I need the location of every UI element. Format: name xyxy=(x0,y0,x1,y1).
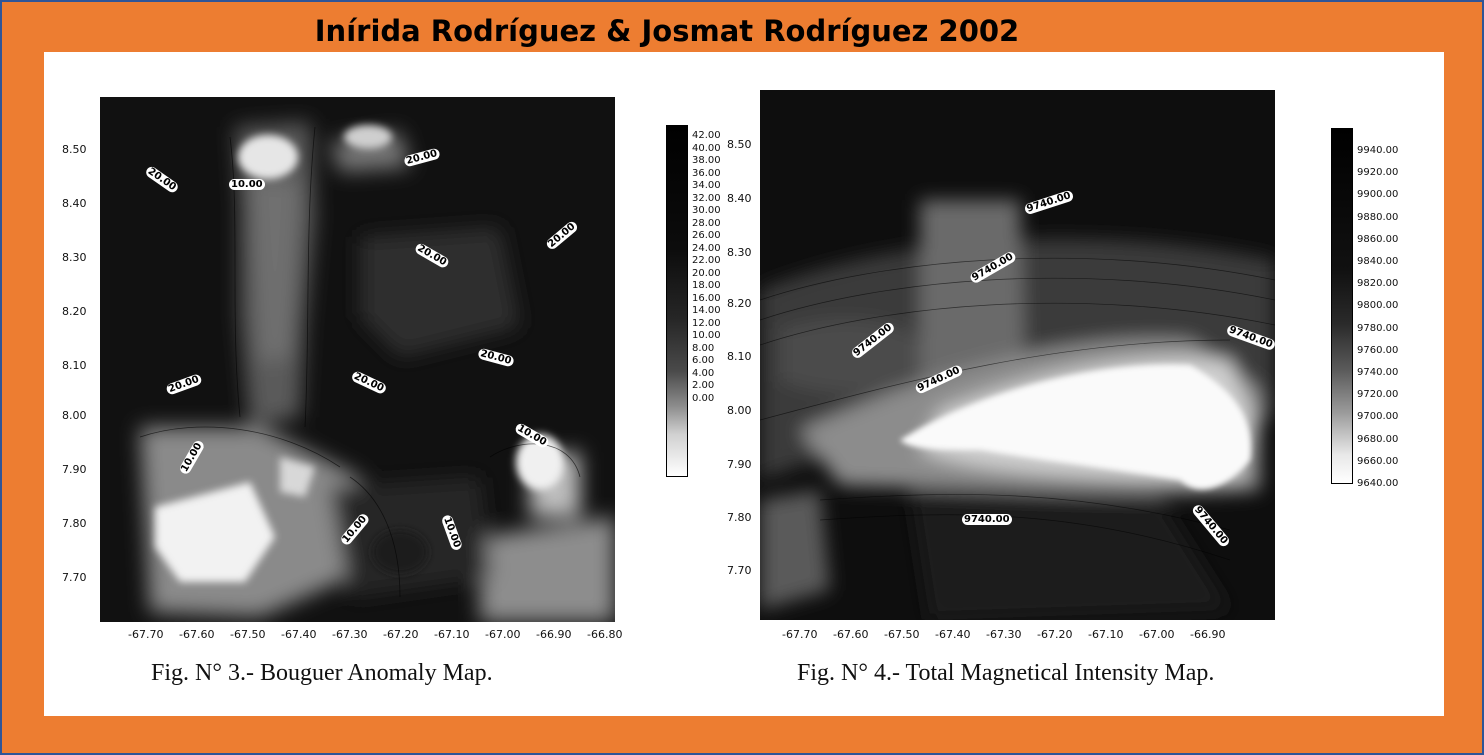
colorbar-label: 9920.00 xyxy=(1357,167,1399,179)
y-tick: 7.70 xyxy=(727,564,752,577)
figure-3: 20.00 10.00 20.00 20.00 20.00 20.00 20.0… xyxy=(44,52,721,716)
magnetic-colorbar-labels: 9940.00 9920.00 9900.00 9880.00 9860.00 … xyxy=(1357,140,1427,489)
x-tick: -66.90 xyxy=(1190,628,1226,641)
x-tick: -67.10 xyxy=(1088,628,1124,641)
colorbar-label: 6.00 xyxy=(692,355,715,366)
colorbar-label: 9900.00 xyxy=(1357,189,1399,201)
bouguer-anomaly-map xyxy=(100,97,615,622)
colorbar-label: 32.00 xyxy=(692,192,721,204)
x-tick: -67.70 xyxy=(782,628,818,641)
colorbar-label: 12.00 xyxy=(692,317,721,329)
colorbar-label: 26.00 xyxy=(692,230,721,241)
colorbar-label: 9780.00 xyxy=(1357,322,1399,334)
y-tick: 8.20 xyxy=(727,297,752,310)
colorbar-label: 18.00 xyxy=(692,280,721,291)
y-tick: 7.80 xyxy=(727,511,752,524)
y-tick: 8.30 xyxy=(727,246,752,259)
y-tick: 8.00 xyxy=(62,409,87,422)
x-tick: -67.60 xyxy=(179,628,215,641)
colorbar-label: 40.00 xyxy=(692,142,721,154)
x-tick: -67.40 xyxy=(935,628,971,641)
colorbar-label: 9740.00 xyxy=(1357,367,1399,379)
x-tick: -66.90 xyxy=(536,628,572,641)
x-tick: -67.20 xyxy=(1037,628,1073,641)
colorbar-label: 20.00 xyxy=(692,267,721,279)
y-tick: 7.80 xyxy=(62,517,87,530)
y-tick: 8.40 xyxy=(62,197,87,210)
colorbar-label: 9820.00 xyxy=(1357,278,1399,290)
x-tick: -67.00 xyxy=(1139,628,1175,641)
colorbar-label: 36.00 xyxy=(692,167,721,179)
colorbar-label: 9660.00 xyxy=(1357,455,1399,467)
y-tick: 8.20 xyxy=(62,305,87,318)
x-tick: -67.30 xyxy=(332,628,368,641)
figure-4-caption: Fig. N° 4.- Total Magnetical Intensity M… xyxy=(797,660,1215,686)
colorbar-label: 42.00 xyxy=(692,130,721,141)
colorbar-label: 30.00 xyxy=(692,205,721,216)
colorbar-label: 9800.00 xyxy=(1357,300,1399,312)
bouguer-colorbar xyxy=(666,125,688,477)
colorbar-label: 9760.00 xyxy=(1357,344,1399,356)
y-tick: 8.50 xyxy=(727,138,752,151)
magnetic-colorbar xyxy=(1331,128,1353,484)
x-tick: -67.50 xyxy=(884,628,920,641)
magnetic-intensity-map xyxy=(760,90,1275,620)
colorbar-label: 24.00 xyxy=(692,242,721,254)
colorbar-label: 28.00 xyxy=(692,217,721,229)
x-tick: -67.20 xyxy=(383,628,419,641)
y-tick: 8.10 xyxy=(62,359,87,372)
colorbar-label: 9700.00 xyxy=(1357,411,1399,423)
colorbar-label: 4.00 xyxy=(692,367,715,379)
colorbar-label: 9880.00 xyxy=(1357,211,1399,223)
figures-panel: 20.00 10.00 20.00 20.00 20.00 20.00 20.0… xyxy=(44,52,1444,716)
colorbar-label: 9840.00 xyxy=(1357,256,1399,268)
colorbar-label: 8.00 xyxy=(692,342,715,354)
colorbar-label: 10.00 xyxy=(692,330,721,341)
y-tick: 8.50 xyxy=(62,143,87,156)
colorbar-label: 38.00 xyxy=(692,155,721,166)
y-tick: 8.40 xyxy=(727,192,752,205)
x-tick: -67.40 xyxy=(281,628,317,641)
bouguer-colorbar-labels: 42.00 40.00 38.00 36.00 34.00 32.00 30.0… xyxy=(692,130,752,475)
x-tick: -67.60 xyxy=(833,628,869,641)
x-tick: -67.50 xyxy=(230,628,266,641)
y-tick: 8.30 xyxy=(62,251,87,264)
contour-label: 9740.00 xyxy=(962,514,1012,525)
colorbar-label: 9860.00 xyxy=(1357,233,1399,245)
colorbar-label: 9680.00 xyxy=(1357,433,1399,445)
colorbar-label: 22.00 xyxy=(692,255,721,266)
x-tick: -67.30 xyxy=(986,628,1022,641)
figure-4: 9740.00 9740.00 9740.00 9740.00 9740.00 … xyxy=(724,52,1444,716)
y-tick: 7.90 xyxy=(727,458,752,471)
colorbar-label: 16.00 xyxy=(692,292,721,304)
x-tick: -66.80 xyxy=(587,628,623,641)
y-tick: 7.90 xyxy=(62,463,87,476)
slide-title: Inírida Rodríguez & Josmat Rodríguez 200… xyxy=(314,14,1020,48)
figure-3-caption: Fig. N° 3.- Bouguer Anomaly Map. xyxy=(151,660,493,686)
colorbar-label: 9940.00 xyxy=(1357,145,1399,156)
x-tick: -67.00 xyxy=(485,628,521,641)
y-tick: 8.10 xyxy=(727,350,752,363)
y-tick: 7.70 xyxy=(62,571,87,584)
colorbar-label: 9720.00 xyxy=(1357,389,1399,401)
colorbar-label: 9640.00 xyxy=(1357,478,1399,490)
colorbar-label: 0.00 xyxy=(692,392,715,404)
contour-label: 10.00 xyxy=(229,179,265,190)
colorbar-label: 2.00 xyxy=(692,380,715,391)
x-tick: -67.70 xyxy=(128,628,164,641)
y-tick: 8.00 xyxy=(727,404,752,417)
colorbar-label: 34.00 xyxy=(692,180,721,191)
colorbar-label: 14.00 xyxy=(692,305,721,316)
x-tick: -67.10 xyxy=(434,628,470,641)
